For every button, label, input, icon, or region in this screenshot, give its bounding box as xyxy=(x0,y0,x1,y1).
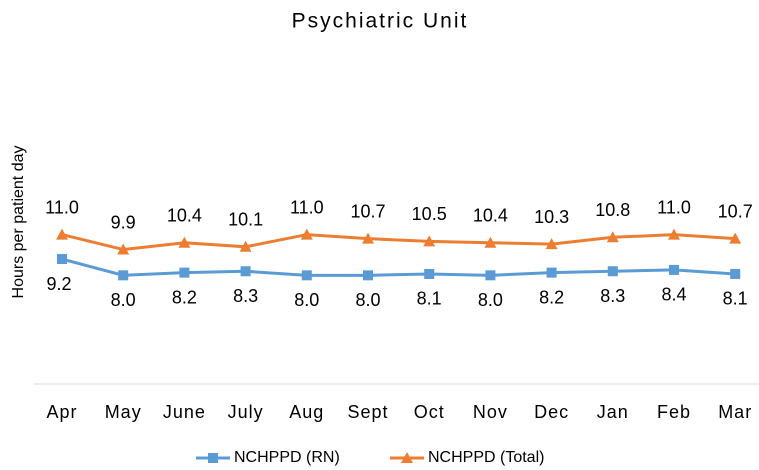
data-point xyxy=(730,268,741,279)
data-point xyxy=(485,270,496,281)
series-line xyxy=(61,257,736,277)
data-label: 8.2 xyxy=(539,287,564,307)
x-tick-label: Jan xyxy=(597,402,629,422)
data-label: 10.7 xyxy=(350,201,385,221)
data-label: 10.7 xyxy=(718,201,753,221)
data-point xyxy=(546,267,557,278)
data-label: 11.0 xyxy=(290,197,324,217)
data-label: 10.3 xyxy=(534,207,569,227)
data-point xyxy=(179,267,190,278)
data-point xyxy=(57,254,67,265)
data-label: 8.0 xyxy=(355,290,380,310)
legend-label: NCHPPD (Total) xyxy=(428,449,544,466)
data-point xyxy=(607,266,618,277)
data-label: 8.4 xyxy=(661,285,686,305)
series-line xyxy=(61,233,736,252)
legend-marker xyxy=(401,452,413,463)
data-point xyxy=(56,228,68,240)
data-point xyxy=(545,238,558,250)
data-label: 10.4 xyxy=(473,205,508,225)
x-tick-label: Aug xyxy=(289,402,324,422)
data-point xyxy=(668,228,680,240)
data-point xyxy=(669,264,679,275)
data-label: 11.0 xyxy=(657,197,691,217)
data-label: 8.3 xyxy=(600,286,625,306)
data-point xyxy=(484,236,497,248)
data-label: 10.8 xyxy=(595,200,630,220)
data-label: 8.0 xyxy=(478,290,503,310)
x-tick-label: July xyxy=(228,402,264,422)
data-point xyxy=(424,268,435,279)
x-tick-label: Apr xyxy=(46,402,77,422)
data-label: 10.5 xyxy=(412,204,447,224)
x-tick-label: Mar xyxy=(718,402,752,422)
data-point xyxy=(239,240,252,252)
chart-title: Psychiatric Unit xyxy=(292,10,469,33)
x-tick-label: May xyxy=(105,402,142,422)
data-point xyxy=(423,235,436,247)
data-point xyxy=(300,228,313,240)
data-label: 9.2 xyxy=(46,274,71,294)
legend-marker xyxy=(208,453,218,463)
data-label: 10.4 xyxy=(167,205,202,225)
data-label: 11.0 xyxy=(45,197,79,217)
x-tick-label: Oct xyxy=(414,402,445,422)
data-label: 9.9 xyxy=(111,212,136,232)
y-axis-label: Hours per patient day xyxy=(10,146,27,299)
x-tick-label: Nov xyxy=(473,402,508,422)
data-point xyxy=(178,236,191,248)
data-label: 8.2 xyxy=(172,287,197,307)
data-point xyxy=(118,270,129,281)
legend-label: NCHPPD (RN) xyxy=(234,449,340,466)
data-label: 8.0 xyxy=(294,290,319,310)
data-point xyxy=(117,243,130,255)
x-tick-label: June xyxy=(163,402,206,422)
data-point xyxy=(729,232,742,244)
x-tick-label: Dec xyxy=(534,402,569,422)
data-point xyxy=(362,232,374,244)
data-point xyxy=(301,270,312,281)
data-label: 8.1 xyxy=(723,289,748,309)
x-tick-label: Feb xyxy=(657,402,691,422)
data-label: 8.3 xyxy=(233,286,258,306)
data-point xyxy=(363,270,373,281)
data-label: 8.1 xyxy=(417,289,442,309)
x-tick-label: Sept xyxy=(347,402,388,422)
data-point xyxy=(606,231,619,243)
data-label: 8.0 xyxy=(111,290,136,310)
data-point xyxy=(240,266,251,277)
data-label: 10.1 xyxy=(228,210,263,230)
